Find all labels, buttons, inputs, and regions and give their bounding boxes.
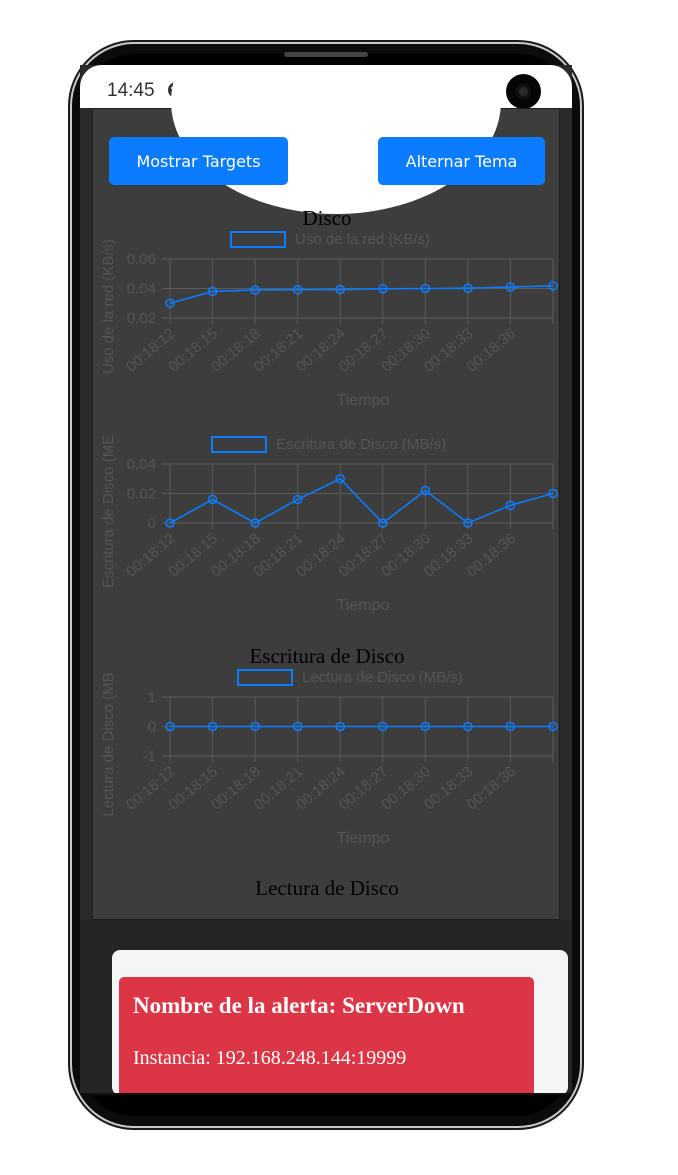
y-tick-label: 0 <box>148 515 156 532</box>
power-button <box>579 236 584 306</box>
y-tick-label: 0.02 <box>127 310 156 327</box>
data-point <box>505 721 516 732</box>
alert-box[interactable]: Nombre de la alerta: ServerDown Instanci… <box>119 977 534 1095</box>
y-tick-label: 0.04 <box>127 456 156 473</box>
disk-write-section-title: Escritura de Disco <box>249 644 405 668</box>
data-point <box>505 282 516 292</box>
show-targets-button[interactable]: Mostrar Targets <box>109 137 288 185</box>
toggle-theme-button[interactable]: Alternar Tema <box>378 137 545 185</box>
dashboard-panel: Mostrar Targets Alternar Tema Disco Uso … <box>92 65 560 920</box>
data-point <box>292 284 303 295</box>
disk-read-chart: Lectura de Disco (MB/s) 1 0 -1 Lectura de Di… <box>100 669 558 847</box>
y-tick-label: 0 <box>148 719 156 736</box>
y-tick-label: 0.02 <box>127 486 156 503</box>
data-point <box>207 721 218 732</box>
network-usage-chart: Uso de la red (KB/s) 0.06 0.04 0.02 Uso de l… <box>100 231 558 409</box>
y-axis-label: Uso de la red (KB/s) <box>100 239 117 374</box>
screen: 14:45 ⏰✱🔇◠▮ 70% Mostrar Targets Alternar… <box>80 65 572 1095</box>
legend-swatch <box>237 669 293 686</box>
series-line <box>169 477 554 525</box>
front-camera <box>506 74 541 109</box>
legend-label: Escritura de Disco (MB/s) <box>276 436 446 453</box>
data-point <box>335 284 346 295</box>
series-line <box>169 285 554 305</box>
legend-label: Uso de la red (KB/s) <box>295 231 430 248</box>
speaker-grille <box>284 52 368 57</box>
data-point <box>250 285 260 295</box>
data-point <box>250 518 260 528</box>
data-point <box>207 494 218 505</box>
disk-section-title: Disco <box>302 206 352 230</box>
data-point <box>165 298 175 309</box>
y-axis-label: Lectura de Disco (MB <box>100 672 117 816</box>
legend-swatch <box>230 231 286 248</box>
data-point <box>207 286 218 297</box>
data-point <box>463 283 473 294</box>
data-point <box>377 283 388 294</box>
data-point <box>292 494 303 505</box>
data-point <box>292 721 303 732</box>
data-point <box>250 721 260 732</box>
data-point <box>420 283 431 294</box>
alert-instance: Instancia: 192.168.248.144:19999 <box>133 1047 407 1069</box>
y-tick-label: 0.06 <box>127 251 156 268</box>
alert-title: Nombre de la alerta: ServerDown <box>133 993 465 1018</box>
data-point <box>335 473 346 484</box>
bixby-button <box>68 395 73 480</box>
y-axis-label: Escritura de Disco (ME <box>100 435 117 588</box>
x-axis-label: Tiempo <box>337 597 390 614</box>
data-point <box>335 721 346 732</box>
data-point <box>377 518 388 528</box>
bottom-edge <box>80 1093 572 1095</box>
data-point <box>165 518 175 528</box>
data-point <box>548 721 558 732</box>
data-point <box>463 518 473 528</box>
data-point <box>377 721 388 732</box>
x-axis-label: Tiempo <box>337 392 390 409</box>
data-point <box>420 485 431 496</box>
data-point <box>165 721 175 732</box>
data-point <box>548 281 558 291</box>
status-time: 14:45 <box>107 80 155 101</box>
x-axis-label: Tiempo <box>337 830 390 847</box>
legend-label: Lectura de Disco (MB/s) <box>302 669 463 686</box>
data-point <box>548 488 558 499</box>
y-tick-label: 1 <box>148 689 156 706</box>
y-tick-label: 0.04 <box>127 281 156 298</box>
data-point <box>420 721 431 732</box>
volume-up-button <box>68 186 73 338</box>
disk-write-chart: Escritura de Disco (MB/s) 0.04 0.02 0 Escrit… <box>100 435 558 614</box>
legend-swatch <box>211 436 267 453</box>
data-point <box>505 500 516 511</box>
disk-read-section-title: Lectura de Disco <box>255 876 399 900</box>
data-point <box>463 721 473 732</box>
y-tick-label: -1 <box>143 748 156 765</box>
